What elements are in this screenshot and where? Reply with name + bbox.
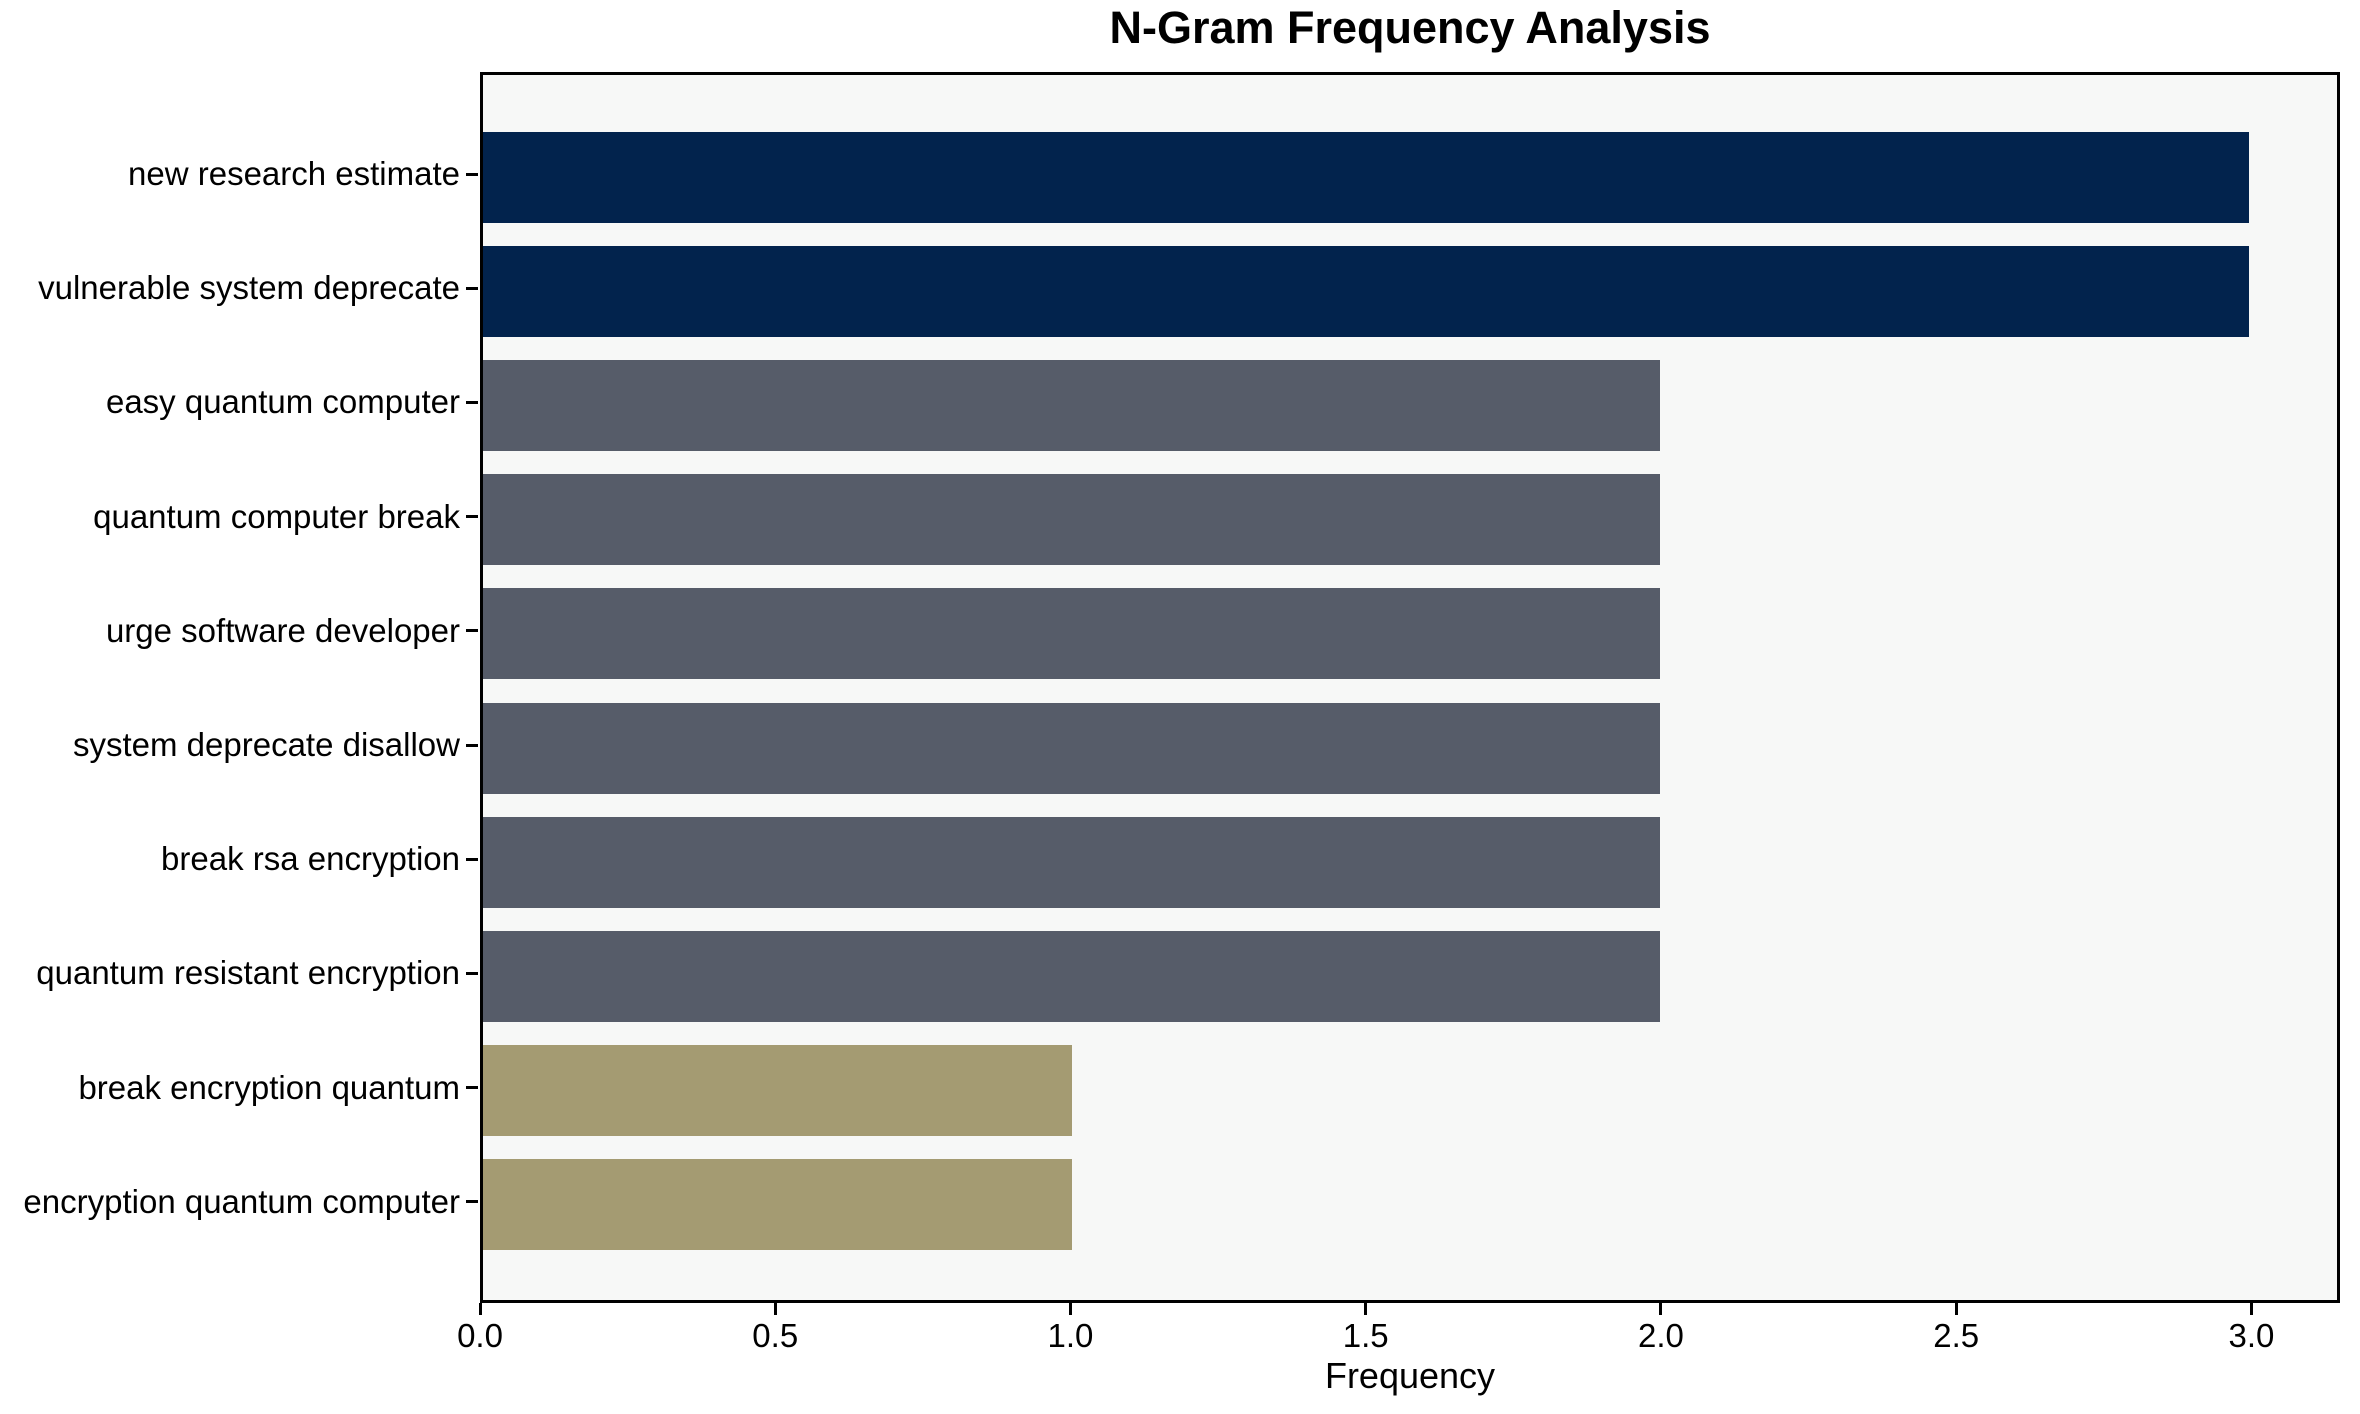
x-tick-label: 2.0 bbox=[1638, 1317, 1684, 1354]
x-tick bbox=[1659, 1303, 1663, 1315]
plot-area bbox=[480, 72, 2340, 1303]
chart-title: N-Gram Frequency Analysis bbox=[1109, 2, 1711, 53]
y-tick bbox=[466, 1086, 478, 1090]
bar bbox=[483, 1045, 1072, 1137]
bar bbox=[483, 588, 1661, 680]
x-tick-label: 2.5 bbox=[1933, 1317, 1980, 1354]
bar bbox=[483, 245, 2249, 337]
y-tick-label: system deprecate disallow bbox=[72, 726, 460, 763]
y-tick-label: easy quantum computer bbox=[105, 383, 460, 421]
x-axis-label: Frequency bbox=[1324, 1355, 1496, 1396]
x-tick bbox=[2249, 1303, 2253, 1315]
y-tick bbox=[466, 172, 478, 176]
y-tick-label: break rsa encryption bbox=[161, 840, 460, 878]
bars-container bbox=[483, 75, 2337, 1300]
y-tick-label: urge software developer bbox=[105, 611, 460, 649]
bar bbox=[483, 816, 1661, 908]
y-tick-label: break encryption quantum bbox=[78, 1068, 460, 1106]
bar bbox=[483, 131, 2249, 223]
x-tick bbox=[1364, 1303, 1368, 1315]
x-tick-label: 1.5 bbox=[1342, 1317, 1389, 1354]
y-tick bbox=[466, 629, 478, 633]
y-tick bbox=[466, 743, 478, 747]
bar bbox=[483, 359, 1661, 451]
y-tick bbox=[466, 857, 478, 861]
y-tick-label: quantum computer break bbox=[93, 497, 460, 535]
bar bbox=[483, 930, 1661, 1022]
x-tick bbox=[1068, 1303, 1072, 1315]
x-tick-label: 0.5 bbox=[752, 1317, 799, 1354]
y-tick-label: encryption quantum computer bbox=[23, 1182, 460, 1220]
x-tick-label: 0.0 bbox=[457, 1317, 503, 1354]
y-tick bbox=[466, 515, 478, 519]
y-tick-label: vulnerable system deprecate bbox=[38, 269, 460, 307]
x-tick bbox=[1954, 1303, 1958, 1315]
bar bbox=[483, 1159, 1072, 1251]
bar bbox=[483, 702, 1661, 794]
y-tick bbox=[466, 400, 478, 404]
x-tick-label: 3.0 bbox=[2228, 1317, 2275, 1354]
bar bbox=[483, 474, 1661, 566]
y-tick-label: new research estimate bbox=[128, 155, 460, 192]
y-tick bbox=[466, 286, 478, 290]
y-tick bbox=[466, 1200, 478, 1204]
y-tick-label: quantum resistant encryption bbox=[36, 954, 460, 992]
x-tick bbox=[773, 1303, 777, 1315]
x-tick-label: 1.0 bbox=[1047, 1317, 1094, 1354]
y-tick bbox=[466, 971, 478, 975]
x-tick bbox=[478, 1303, 482, 1315]
